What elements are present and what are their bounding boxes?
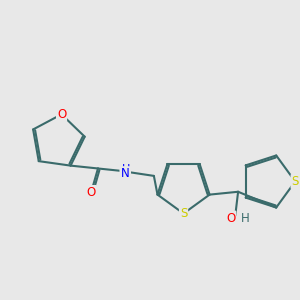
Text: O: O [86, 186, 96, 199]
Text: O: O [226, 212, 235, 224]
Text: H: H [122, 164, 130, 174]
Text: S: S [180, 207, 187, 220]
Text: H: H [241, 212, 250, 224]
Text: N: N [120, 167, 129, 180]
Text: S: S [292, 175, 299, 188]
Text: O: O [57, 108, 66, 121]
